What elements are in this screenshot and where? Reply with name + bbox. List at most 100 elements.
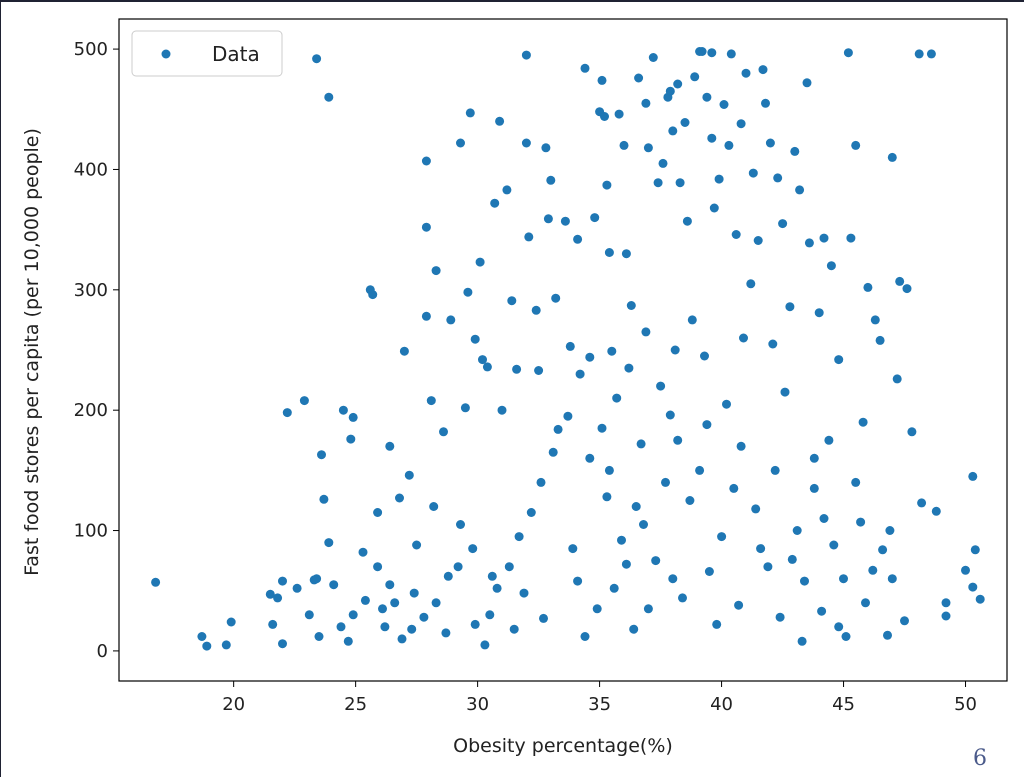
data-point xyxy=(631,502,641,511)
data-point xyxy=(421,222,431,232)
data-point xyxy=(712,619,722,629)
data-point xyxy=(268,619,278,629)
data-point xyxy=(826,261,836,271)
data-point xyxy=(895,276,905,286)
data-point xyxy=(602,492,612,502)
data-point xyxy=(648,53,658,62)
data-point xyxy=(504,562,514,572)
data-point xyxy=(839,574,848,584)
data-point xyxy=(468,544,478,554)
data-point xyxy=(580,63,590,73)
y-tick-label: 0 xyxy=(97,641,108,662)
data-point xyxy=(421,156,431,166)
data-point xyxy=(809,453,819,463)
data-point xyxy=(319,494,329,504)
x-axis-label: Obesity percentage(%) xyxy=(453,735,673,757)
data-point xyxy=(446,315,456,325)
data-point xyxy=(521,50,531,60)
data-point xyxy=(265,589,275,599)
data-point xyxy=(621,559,631,569)
data-point xyxy=(707,48,717,58)
data-point xyxy=(829,540,839,550)
data-point xyxy=(961,565,970,575)
data-point xyxy=(792,526,802,535)
data-point xyxy=(612,393,622,403)
data-point xyxy=(878,545,888,555)
data-point xyxy=(914,49,924,59)
data-point xyxy=(753,236,763,245)
data-point xyxy=(841,632,851,641)
data-point xyxy=(634,73,644,83)
data-point xyxy=(868,565,878,575)
data-point xyxy=(292,583,302,593)
data-point xyxy=(741,68,751,78)
data-point xyxy=(407,624,417,634)
legend-box xyxy=(131,30,283,77)
data-point xyxy=(756,544,766,554)
data-point xyxy=(941,598,951,608)
data-point xyxy=(348,412,358,422)
data-point xyxy=(678,593,687,603)
data-point xyxy=(941,611,951,621)
data-point xyxy=(697,47,707,56)
data-point xyxy=(717,532,727,542)
data-point xyxy=(861,598,870,608)
data-point xyxy=(643,604,653,614)
data-point xyxy=(346,434,356,444)
data-point xyxy=(590,213,600,223)
data-point xyxy=(739,333,748,343)
data-point xyxy=(795,185,805,195)
data-point xyxy=(685,496,695,505)
data-point xyxy=(968,582,978,592)
data-point xyxy=(426,396,436,406)
data-point xyxy=(573,576,583,586)
data-point xyxy=(531,305,541,315)
data-point xyxy=(614,109,624,119)
legend: Data xyxy=(131,30,283,77)
data-point xyxy=(463,287,473,297)
data-point xyxy=(675,178,685,188)
data-point xyxy=(299,396,309,406)
data-point xyxy=(658,158,668,168)
data-point xyxy=(480,640,490,650)
data-point xyxy=(726,49,736,59)
data-point xyxy=(700,351,709,361)
data-point xyxy=(609,583,619,593)
data-point xyxy=(470,619,480,629)
data-point xyxy=(851,477,861,487)
data-point xyxy=(380,622,390,632)
data-point xyxy=(553,424,563,434)
y-tick-label: 400 xyxy=(74,159,108,180)
data-point xyxy=(524,232,534,242)
data-point xyxy=(724,140,734,150)
data-point xyxy=(495,116,505,126)
data-point xyxy=(404,470,414,480)
data-point xyxy=(324,538,334,548)
data-point xyxy=(722,399,731,409)
data-point xyxy=(568,544,578,554)
data-point xyxy=(817,606,827,616)
data-point xyxy=(702,92,712,102)
data-point xyxy=(797,636,807,646)
data-point xyxy=(621,249,631,259)
y-tick-label: 100 xyxy=(74,521,108,542)
data-point xyxy=(926,49,936,59)
data-point xyxy=(453,562,463,572)
data-point xyxy=(419,612,429,622)
x-tick-label: 30 xyxy=(466,694,489,715)
data-point xyxy=(585,352,595,362)
data-point xyxy=(673,435,683,445)
legend-marker xyxy=(161,49,171,59)
data-point xyxy=(773,173,783,183)
y-tick-label: 300 xyxy=(74,280,108,301)
data-point xyxy=(151,577,161,587)
data-point xyxy=(814,308,824,318)
data-point xyxy=(278,639,287,649)
data-point xyxy=(673,79,683,89)
data-point xyxy=(651,556,661,566)
data-point xyxy=(409,588,419,598)
data-point xyxy=(875,335,885,345)
data-point xyxy=(707,133,717,143)
data-point xyxy=(548,447,558,457)
